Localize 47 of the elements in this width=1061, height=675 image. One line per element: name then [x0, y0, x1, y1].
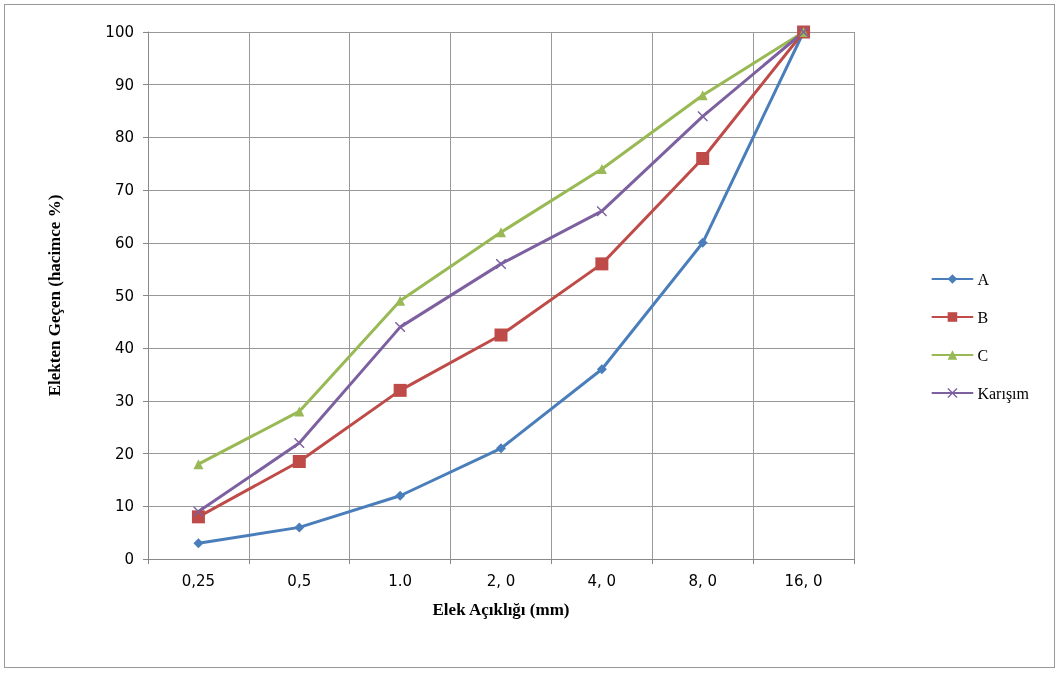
- point: [697, 90, 708, 101]
- point: [697, 111, 708, 122]
- y-tick-label: 30: [114, 391, 134, 410]
- point: [697, 237, 708, 248]
- point: [294, 522, 305, 533]
- point: [596, 364, 607, 375]
- point: [494, 328, 508, 342]
- point: [496, 258, 506, 269]
- x-tick-label: 16, 0: [784, 571, 823, 590]
- y-tick-label: 20: [114, 444, 134, 463]
- x-tick-label: 0,25: [181, 571, 216, 590]
- legend-label: Karışım: [977, 384, 1030, 403]
- x-tick-label: 8, 0: [688, 571, 718, 590]
- y-tick-label: 100: [105, 23, 134, 41]
- y-tick-label: 40: [114, 339, 134, 358]
- y-axis-title: Elekten Geçen (hacimce %): [45, 194, 64, 397]
- y-tick-label: 70: [114, 181, 134, 200]
- legend-label: B: [977, 308, 989, 326]
- x-tick-label: 1.0: [388, 571, 413, 590]
- point: [596, 164, 607, 175]
- point: [596, 206, 607, 217]
- point: [294, 406, 305, 417]
- legend-label: A: [977, 270, 990, 288]
- point: [395, 322, 406, 333]
- point: [193, 459, 204, 470]
- y-tick-label: 90: [114, 75, 134, 94]
- x-tick-label: 0,5: [287, 571, 312, 590]
- point: [595, 257, 609, 271]
- point: [395, 490, 406, 501]
- point: [496, 227, 506, 238]
- point: [292, 455, 306, 469]
- x-tick-label: 4, 0: [587, 571, 617, 590]
- point: [193, 538, 204, 549]
- point: [193, 506, 204, 517]
- y-tick-label: 10: [114, 497, 134, 516]
- point: [696, 151, 710, 165]
- point: [294, 438, 305, 449]
- x-axis-title: Elek Açıklığı (mm): [432, 600, 570, 619]
- point: [496, 443, 506, 454]
- x-tick-label: 2, 0: [486, 571, 516, 590]
- y-tick-label: 50: [114, 286, 134, 305]
- point: [395, 295, 406, 306]
- y-tick-label: 60: [114, 233, 134, 252]
- point: [393, 383, 407, 397]
- y-tick-label: 80: [114, 128, 134, 147]
- legend-label: C: [977, 346, 989, 364]
- y-tick-label: 0: [124, 550, 134, 568]
